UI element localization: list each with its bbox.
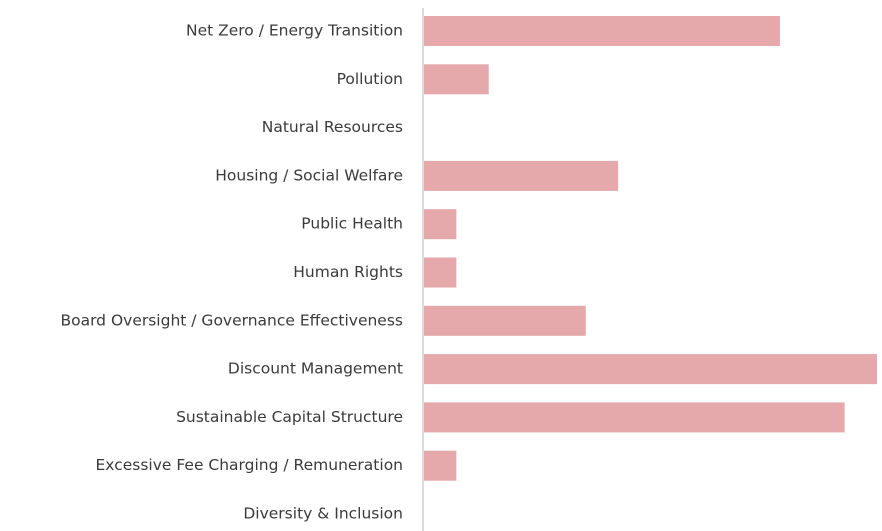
category-label: Human Rights [293,263,403,281]
category-label: Diversity & Inclusion [243,505,403,523]
bar [424,354,877,385]
bar [424,402,845,433]
category-label: Sustainable Capital Structure [176,408,403,426]
bar [424,16,780,46]
category-label: Net Zero / Energy Transition [186,22,403,40]
category-label: Housing / Social Welfare [215,166,403,184]
bar [424,160,619,191]
bar [424,257,457,288]
bar [424,209,457,240]
category-label: Pollution [337,70,403,88]
category-label: Excessive Fee Charging / Remuneration [96,456,404,474]
category-label: Board Oversight / Governance Effectivene… [60,311,403,329]
bar [424,305,586,336]
bar [424,64,489,95]
category-label: Natural Resources [262,118,403,136]
category-label: Discount Management [228,360,403,378]
bar [424,450,457,481]
category-label: Public Health [301,215,403,233]
